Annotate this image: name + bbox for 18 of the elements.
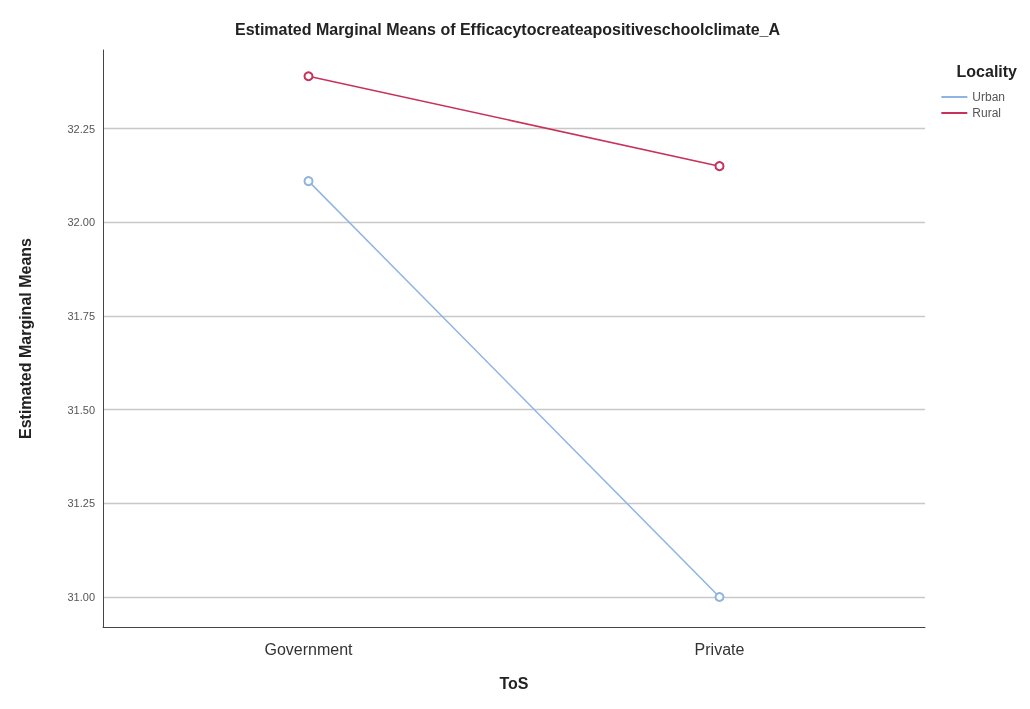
y-tick-label: 32.25	[67, 122, 95, 135]
y-tick-label: 31.50	[67, 403, 95, 416]
point	[303, 71, 314, 82]
point	[303, 176, 314, 187]
x-tick-label: Government	[264, 640, 354, 658]
legend-label: Rural	[972, 106, 1001, 120]
y-tick-label: 32.00	[67, 216, 95, 229]
y-axis-title: Estimated Marginal Means	[16, 237, 34, 439]
y-tick-label: 31.75	[67, 310, 95, 323]
y-tick-label: 31.00	[67, 591, 95, 604]
chart-title: Estimated Marginal Means of Efficacytocreateapositiveschoolclimate_A	[235, 20, 781, 38]
point	[714, 161, 725, 172]
legend-title: Locality	[956, 62, 1018, 80]
legend-label: Urban	[972, 90, 1005, 104]
x-axis-title: ToS	[499, 674, 529, 692]
x-tick-label: Private	[694, 640, 745, 658]
point	[714, 592, 725, 603]
y-tick-label: 31.25	[67, 497, 95, 510]
